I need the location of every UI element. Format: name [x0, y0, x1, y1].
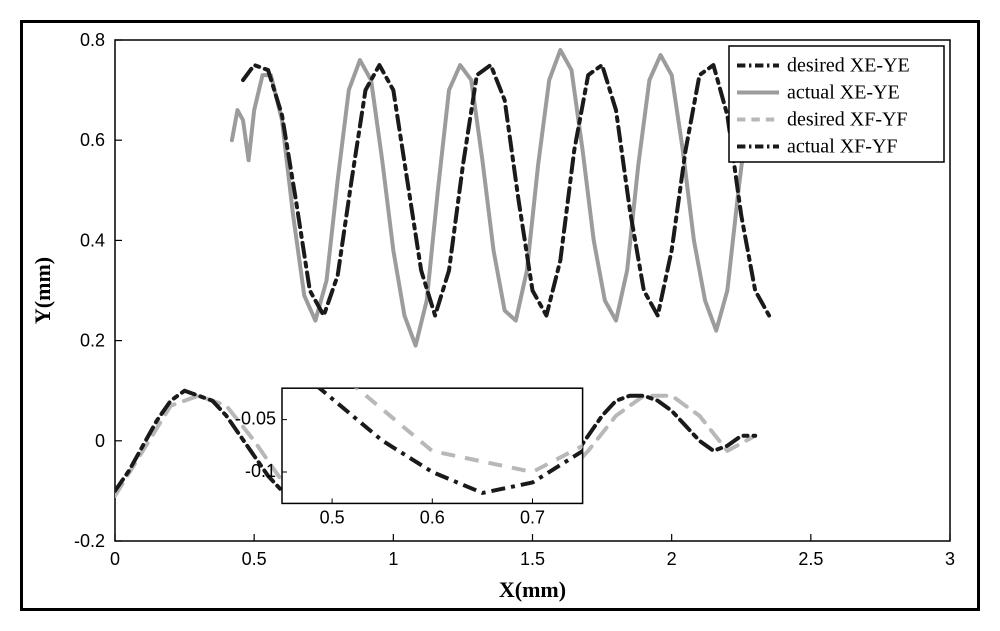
svg-text:2: 2 [667, 549, 677, 569]
svg-text:1: 1 [388, 549, 398, 569]
svg-text:0.5: 0.5 [320, 507, 345, 527]
svg-text:0.7: 0.7 [520, 507, 545, 527]
svg-text:3: 3 [945, 549, 955, 569]
svg-text:Y(mm): Y(mm) [30, 257, 55, 324]
svg-text:0.5: 0.5 [242, 549, 267, 569]
svg-text:0.6: 0.6 [80, 130, 105, 150]
svg-text:actual XF-YF: actual XF-YF [787, 136, 898, 158]
svg-text:-0.05: -0.05 [235, 409, 276, 429]
svg-text:-0.1: -0.1 [245, 461, 276, 481]
chart-container: 00.511.522.53-0.200.20.40.60.8X(mm)Y(mm)… [20, 20, 980, 611]
svg-text:1.5: 1.5 [520, 549, 545, 569]
svg-text:desired XE-YE: desired XE-YE [787, 55, 910, 77]
svg-text:2.5: 2.5 [798, 549, 823, 569]
svg-text:X(mm): X(mm) [499, 577, 566, 602]
svg-text:-0.2: -0.2 [74, 531, 105, 551]
chart-svg: 00.511.522.53-0.200.20.40.60.8X(mm)Y(mm)… [20, 20, 980, 611]
svg-text:desired XF-YF: desired XF-YF [787, 109, 908, 131]
svg-text:0.2: 0.2 [80, 331, 105, 351]
svg-text:0: 0 [95, 431, 105, 451]
svg-text:0: 0 [110, 549, 120, 569]
svg-text:0.4: 0.4 [80, 230, 105, 250]
svg-text:actual XE-YE: actual XE-YE [787, 82, 900, 104]
svg-text:0.6: 0.6 [420, 507, 445, 527]
svg-text:0.8: 0.8 [80, 30, 105, 50]
